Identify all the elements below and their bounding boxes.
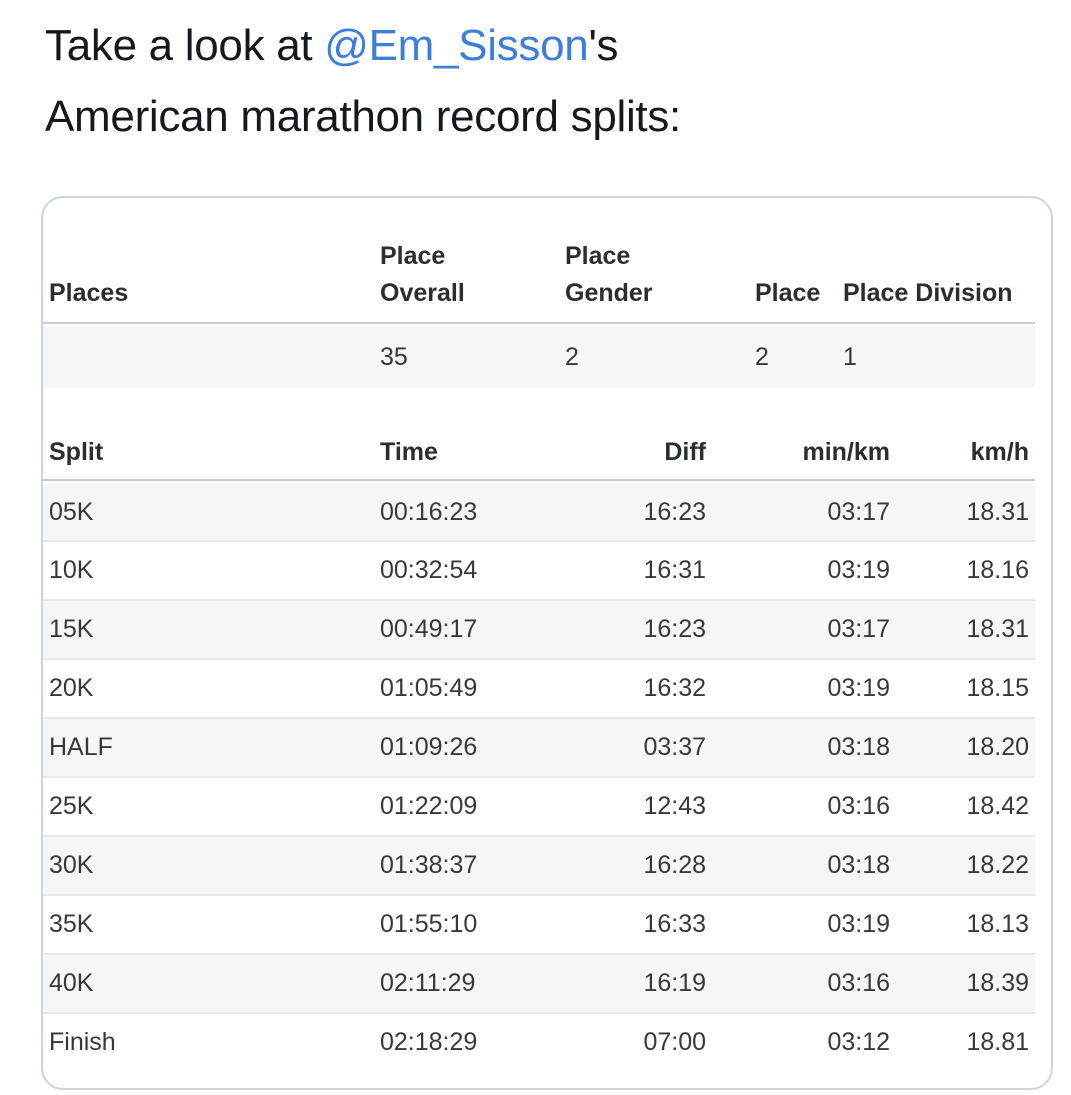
speed-cell: 18.81 (890, 1012, 1035, 1071)
diff-cell: 16:23 (583, 599, 706, 658)
tweet-text: Take a look at @Em_Sisson's American mar… (45, 10, 681, 152)
time-cell: 00:32:54 (380, 540, 583, 599)
splits-table: Split Time Diff min/km km/h 05K 00:16:23… (43, 417, 1035, 1071)
places-cell-blank (43, 324, 380, 387)
pace-cell: 03:16 (706, 953, 890, 1012)
tweet-line-1: Take a look at @Em_Sisson's (45, 10, 681, 81)
speed-cell: 18.15 (890, 658, 1035, 717)
places-cell-gender: 2 (565, 324, 755, 387)
splits-header-row: Split Time Diff min/km km/h (43, 417, 1035, 481)
speed-cell: 18.16 (890, 540, 1035, 599)
speed-cell: 18.39 (890, 953, 1035, 1012)
splits-header-diff: Diff (583, 417, 706, 481)
split-cell: 30K (43, 835, 380, 894)
time-cell: 00:16:23 (380, 481, 583, 540)
pace-cell: 03:12 (706, 1012, 890, 1071)
split-cell: Finish (43, 1012, 380, 1071)
splits-header-minkm: min/km (706, 417, 890, 481)
mention-link[interactable]: @Em_Sisson (324, 21, 589, 70)
speed-cell: 18.31 (890, 599, 1035, 658)
time-cell: 00:49:17 (380, 599, 583, 658)
diff-cell: 16:19 (583, 953, 706, 1012)
time-cell: 01:38:37 (380, 835, 583, 894)
places-table: Places Place Overall Place Gender Place … (43, 198, 1035, 387)
results-card: Places Place Overall Place Gender Place … (41, 196, 1053, 1090)
speed-cell: 18.13 (890, 894, 1035, 953)
places-cell-division: 1 (843, 324, 1035, 387)
split-cell: HALF (43, 717, 380, 776)
places-header-place-gender: Place Gender (565, 198, 755, 324)
time-cell: 02:11:29 (380, 953, 583, 1012)
split-cell: 35K (43, 894, 380, 953)
split-row-05k: 05K 00:16:23 16:23 03:17 18.31 (43, 481, 1035, 540)
places-header-place-division: Place Division (843, 198, 1035, 324)
time-cell: 02:18:29 (380, 1012, 583, 1071)
split-cell: 25K (43, 776, 380, 835)
speed-cell: 18.42 (890, 776, 1035, 835)
split-row-10k: 10K 00:32:54 16:31 03:19 18.16 (43, 540, 1035, 599)
pace-cell: 03:17 (706, 481, 890, 540)
time-cell: 01:05:49 (380, 658, 583, 717)
split-cell: 10K (43, 540, 380, 599)
places-cell-place: 2 (755, 324, 843, 387)
split-row-20k: 20K 01:05:49 16:32 03:19 18.15 (43, 658, 1035, 717)
split-row-40k: 40K 02:11:29 16:19 03:16 18.39 (43, 953, 1035, 1012)
split-row-35k: 35K 01:55:10 16:33 03:19 18.13 (43, 894, 1035, 953)
splits-header-time: Time (380, 417, 583, 481)
time-cell: 01:55:10 (380, 894, 583, 953)
pace-cell: 03:16 (706, 776, 890, 835)
pace-cell: 03:19 (706, 540, 890, 599)
split-row-half: HALF 01:09:26 03:37 03:18 18.20 (43, 717, 1035, 776)
splits-header-split: Split (43, 417, 380, 481)
tweet-line-2: American marathon record splits: (45, 92, 681, 141)
split-row-30k: 30K 01:38:37 16:28 03:18 18.22 (43, 835, 1035, 894)
split-row-25k: 25K 01:22:09 12:43 03:16 18.42 (43, 776, 1035, 835)
places-header-place-overall: Place Overall (380, 198, 565, 324)
diff-cell: 16:31 (583, 540, 706, 599)
split-cell: 20K (43, 658, 380, 717)
places-cell-overall: 35 (380, 324, 565, 387)
pace-cell: 03:19 (706, 658, 890, 717)
pace-cell: 03:18 (706, 717, 890, 776)
tweet-line1-suffix: 's (588, 21, 619, 70)
tweet-line1-prefix: Take a look at (45, 21, 325, 70)
diff-cell: 16:33 (583, 894, 706, 953)
time-cell: 01:09:26 (380, 717, 583, 776)
split-cell: 15K (43, 599, 380, 658)
places-header-row: Places Place Overall Place Gender Place … (43, 198, 1035, 324)
places-header-place: Place (755, 198, 843, 324)
speed-cell: 18.22 (890, 835, 1035, 894)
speed-cell: 18.20 (890, 717, 1035, 776)
split-row-finish: Finish 02:18:29 07:00 03:12 18.81 (43, 1012, 1035, 1071)
diff-cell: 12:43 (583, 776, 706, 835)
diff-cell: 03:37 (583, 717, 706, 776)
places-header-places: Places (43, 198, 380, 324)
diff-cell: 16:23 (583, 481, 706, 540)
diff-cell: 07:00 (583, 1012, 706, 1071)
time-cell: 01:22:09 (380, 776, 583, 835)
split-cell: 05K (43, 481, 380, 540)
pace-cell: 03:18 (706, 835, 890, 894)
pace-cell: 03:19 (706, 894, 890, 953)
speed-cell: 18.31 (890, 481, 1035, 540)
splits-header-kmh: km/h (890, 417, 1035, 481)
diff-cell: 16:28 (583, 835, 706, 894)
pace-cell: 03:17 (706, 599, 890, 658)
places-value-row: 35 2 2 1 (43, 324, 1035, 387)
diff-cell: 16:32 (583, 658, 706, 717)
split-row-15k: 15K 00:49:17 16:23 03:17 18.31 (43, 599, 1035, 658)
split-cell: 40K (43, 953, 380, 1012)
